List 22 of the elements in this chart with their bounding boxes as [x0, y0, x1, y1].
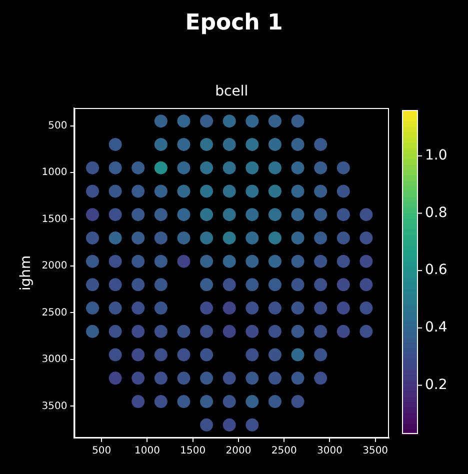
y-tick-label: 3000 — [42, 354, 68, 366]
color-bar-label: 1.0 — [425, 148, 448, 164]
x-tick-label: 1000 — [134, 446, 160, 457]
y-tick-label: 3500 — [42, 400, 68, 412]
color-bar-label: 0.4 — [425, 320, 448, 336]
y-tick-label: 2000 — [42, 260, 68, 272]
x-tick-label: 2500 — [271, 446, 297, 457]
x-tick-label: 500 — [92, 446, 112, 457]
y-tick-label: 500 — [48, 120, 68, 132]
y-axis-title: ighm — [18, 255, 34, 291]
y-tick-label: 2500 — [42, 307, 68, 318]
y-tick-label: 1000 — [42, 167, 68, 178]
chart-title: Epoch 1 — [185, 10, 283, 36]
color-bar-label: 0.2 — [425, 376, 448, 393]
x-tick-label: 1500 — [180, 446, 206, 457]
color-bar-label: 0.8 — [425, 204, 448, 221]
x-tick-label: 3500 — [362, 446, 388, 457]
x-tick-label: 2000 — [226, 446, 252, 457]
color-bar-label: 0.6 — [425, 262, 448, 278]
x-tick-label: 3000 — [316, 446, 342, 457]
chart-subtitle: bcell — [215, 84, 248, 100]
y-tick-label: 1500 — [42, 214, 68, 225]
